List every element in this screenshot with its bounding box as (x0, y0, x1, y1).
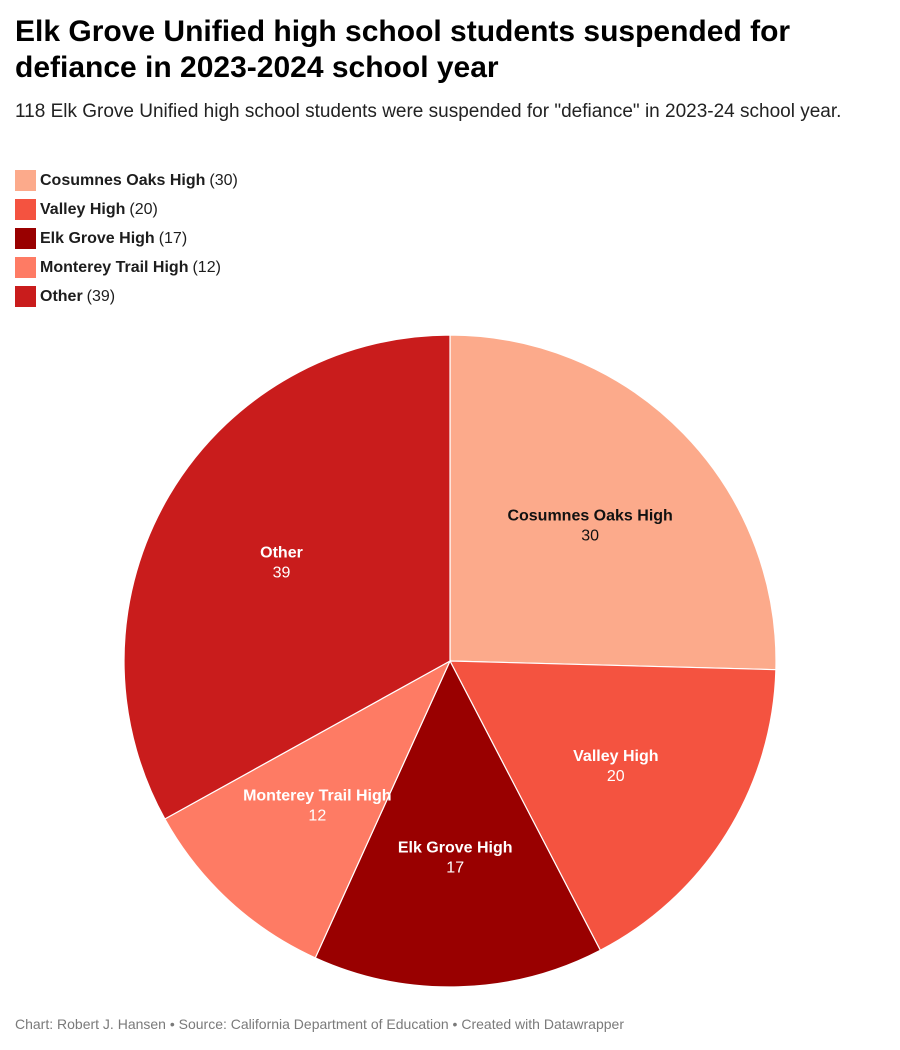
chart-legend: Cosumnes Oaks High (30) Valley High (20) Elk… (15, 166, 238, 311)
legend-value: (30) (209, 171, 238, 189)
legend-label: Elk Grove High (40, 229, 155, 247)
legend-value: (39) (86, 287, 116, 305)
slice-label-elk-grove-high: Elk Grove High 17 (398, 840, 513, 877)
legend-item-valley-high: Valley High (20) (15, 195, 238, 224)
legend-item-other: Other (39) (15, 282, 238, 311)
slice-label-value: 39 (273, 565, 291, 582)
legend-swatch (15, 257, 36, 278)
slice-label-valley-high: Valley High 20 (573, 748, 658, 785)
slice-label-value: 12 (308, 808, 326, 825)
slice-label-other: Other 39 (260, 545, 303, 582)
legend-item-monterey-trail-high: Monterey Trail High (12) (15, 253, 238, 282)
pie-slice-elk-grove-high (314, 659, 602, 988)
slice-label-cosumnes-oaks-high: Cosumnes Oaks High 30 (507, 508, 672, 545)
chart-footer: Chart: Robert J. Hansen • Source: Califo… (15, 1016, 624, 1032)
legend-value: (12) (192, 258, 221, 276)
legend-swatch (15, 228, 36, 249)
legend-item-cosumnes-oaks-high: Cosumnes Oaks High (30) (15, 166, 238, 195)
legend-label: Monterey Trail High (40, 258, 189, 276)
pie-slice-valley-high (448, 660, 777, 952)
chart-title: Elk Grove Unified high school students s… (15, 15, 791, 84)
legend-label: Valley High (40, 200, 126, 218)
slice-label-name: Elk Grove High (398, 840, 513, 857)
slice-label-value: 20 (607, 768, 625, 785)
slice-label-name: Other (260, 545, 303, 562)
slice-label-name: Cosumnes Oaks High (507, 508, 672, 525)
slice-label-value: 30 (581, 528, 599, 545)
legend-swatch (15, 170, 36, 191)
legend-swatch (15, 199, 36, 220)
slice-label-name: Monterey Trail High (243, 788, 391, 805)
legend-value: (17) (158, 229, 188, 247)
legend-item-elk-grove-high: Elk Grove High (17) (15, 224, 238, 253)
pie-slice-other (123, 334, 451, 820)
legend-value: (20) (129, 200, 158, 218)
slice-label-monterey-trail-high: Monterey Trail High 12 (243, 788, 391, 825)
chart-subtitle: 118 Elk Grove Unified high school studen… (15, 101, 842, 122)
legend-label: Other (40, 287, 83, 305)
slice-label-name: Valley High (573, 748, 658, 765)
legend-label: Cosumnes Oaks High (40, 171, 206, 189)
legend-swatch (15, 286, 36, 307)
slice-label-value: 17 (446, 860, 464, 877)
pie-slice-monterey-trail-high (164, 659, 452, 959)
pie-slice-cosumnes-oaks-high (449, 334, 777, 671)
